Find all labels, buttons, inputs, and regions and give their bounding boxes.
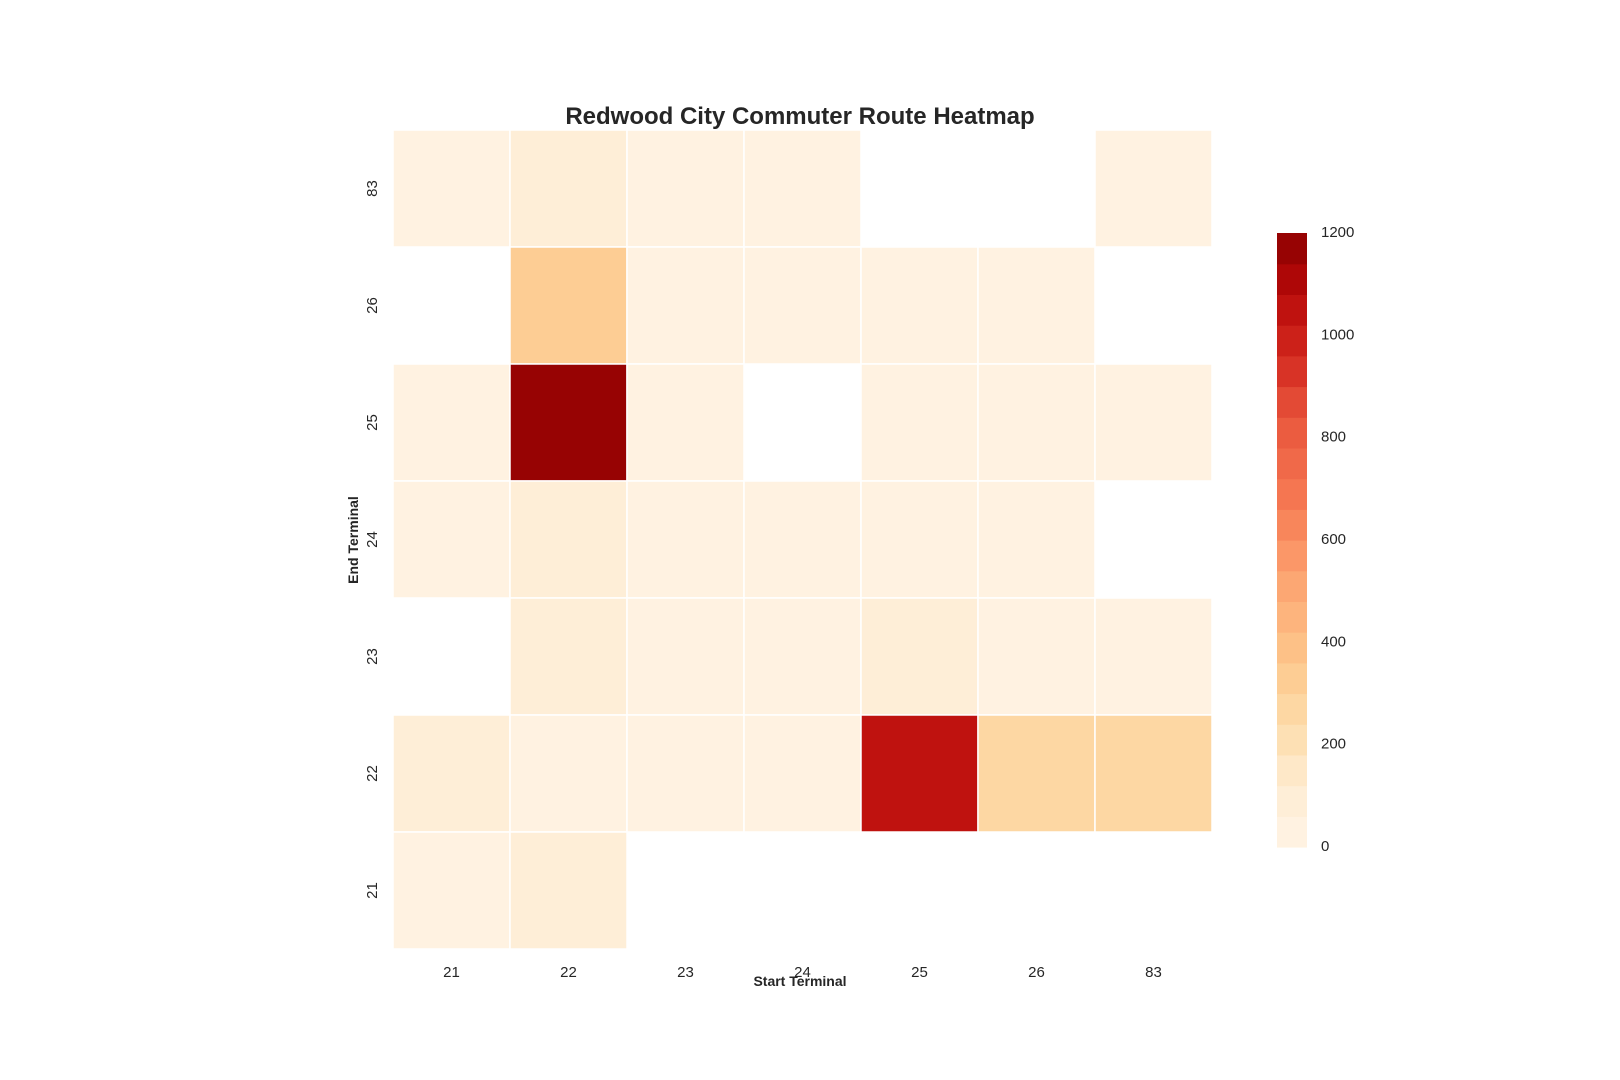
y-tick-label: 21 [364,882,381,899]
heatmap-cell-25-26 [977,363,1096,482]
heatmap-cell-22-83 [1094,714,1213,833]
heatmap-cell-25-22 [509,363,628,482]
heatmap-cell-23-23 [626,597,745,716]
colorbar-segment [1277,325,1307,357]
colorbar-segment [1277,540,1307,572]
heatmap-cell-25-25 [860,363,979,482]
heatmap-cell-83-83 [1094,129,1213,248]
colorbar-segment [1277,386,1307,418]
x-axis-label: Start Terminal [753,973,846,989]
heatmap-cell-24-22 [509,480,628,599]
heatmap-cell-25-21 [392,363,511,482]
heatmap-cell-21-22 [509,831,628,950]
heatmap-cell-83-21 [392,129,511,248]
heatmap-cell-21-21 [392,831,511,950]
heatmap-cell-24-23 [626,480,745,599]
colorbar-tick-label: 0 [1321,838,1329,855]
x-tick-label: 21 [443,964,460,981]
y-tick-label: 22 [364,765,381,782]
colorbar-tick-label: 600 [1321,531,1346,548]
colorbar-segment [1277,785,1307,817]
heatmap-cell-83-22 [509,129,628,248]
colorbar-segment [1277,294,1307,326]
colorbar-tick-label: 800 [1321,429,1346,446]
heatmap-cell-22-21 [392,714,511,833]
colorbar-segment [1277,632,1307,664]
colorbar-segment [1277,662,1307,695]
x-tick-label: 23 [677,964,694,981]
y-axis-label: End Terminal [345,496,361,584]
colorbar-segment [1277,601,1307,633]
x-tick-label: 24 [794,964,811,981]
colorbar-tick-label: 1000 [1321,326,1354,343]
colorbar-segment [1277,724,1307,756]
y-tick-label: 23 [364,648,381,665]
y-tick-label: 26 [364,297,381,314]
colorbar-segment [1277,233,1307,265]
heatmap-cell-26-24 [743,246,862,365]
x-tick-label: 83 [1145,964,1162,981]
heatmap-cell-23-22 [509,597,628,716]
heatmap-cell-83-23 [626,129,745,248]
heatmap-cell-24-26 [977,480,1096,599]
colorbar-tick-label: 400 [1321,633,1346,650]
colorbar-tick-label: 200 [1321,736,1346,753]
heatmap-cell-23-26 [977,597,1096,716]
heatmap-cell-26-22 [509,246,628,365]
colorbar-segment [1277,693,1307,725]
y-tick-label: 24 [364,531,381,548]
heatmap-cell-22-26 [977,714,1096,833]
heatmap-cell-24-21 [392,480,511,599]
colorbar-segment [1277,355,1307,388]
x-tick-label: 25 [911,964,928,981]
y-tick-labels: 83 26 25 24 23 22 21 [364,180,381,899]
heatmap-cell-83-24 [743,129,862,248]
heatmap-cells [392,129,1213,950]
heatmap-cell-22-25 [860,714,979,833]
colorbar-segment [1277,754,1307,787]
colorbar-segment [1277,417,1307,449]
heatmap-cell-24-25 [860,480,979,599]
x-tick-label: 26 [1028,964,1045,981]
colorbar-segment [1277,263,1307,295]
heatmap-cell-25-83 [1094,363,1213,482]
x-tick-labels: 21 22 23 24 25 26 83 [443,964,1162,981]
x-tick-label: 22 [560,964,577,981]
y-tick-label: 83 [364,180,381,197]
heatmap-cell-23-24 [743,597,862,716]
chart-title: Redwood City Commuter Route Heatmap [565,103,1034,130]
y-tick-label: 25 [364,414,381,431]
colorbar-segment [1277,478,1307,510]
heatmap-cell-26-25 [860,246,979,365]
colorbar-segment [1277,816,1307,848]
colorbar [1277,233,1307,848]
colorbar-tick-labels: 0 200 400 600 800 1000 1200 [1321,224,1354,855]
heatmap-cell-22-24 [743,714,862,833]
colorbar-tick-label: 1200 [1321,224,1354,241]
heatmap-cell-22-22 [509,714,628,833]
heatmap-cell-22-23 [626,714,745,833]
heatmap-cell-23-25 [860,597,979,716]
colorbar-segment [1277,570,1307,602]
heatmap-cell-23-83 [1094,597,1213,716]
heatmap-cell-26-26 [977,246,1096,365]
heatmap-cell-26-23 [626,246,745,365]
heatmap-cell-25-23 [626,363,745,482]
heatmap-cell-24-24 [743,480,862,599]
colorbar-segment [1277,447,1307,480]
colorbar-segment [1277,509,1307,541]
